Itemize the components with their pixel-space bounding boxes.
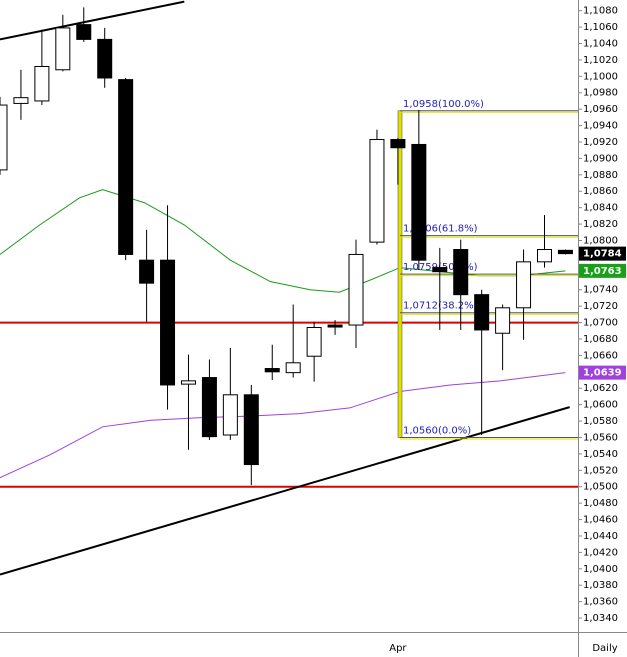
y-tick-label: 1,0400	[583, 564, 618, 575]
y-tick-label: 1,0520	[583, 465, 618, 476]
price-tag	[579, 365, 626, 380]
y-tick-label: 1,0940	[583, 121, 618, 132]
price-tag	[579, 263, 626, 278]
y-tick-label: 1,0420	[583, 547, 618, 558]
y-tick-label: 1,0980	[583, 88, 618, 99]
y-tick-label: 1,1000	[583, 71, 618, 82]
y-tick-label: 1,0460	[583, 515, 618, 526]
price-tag-label: 1,0763	[583, 266, 622, 277]
y-tick-label: 1,0920	[583, 137, 618, 148]
y-tick-label: 1,0480	[583, 498, 618, 509]
candle-body	[411, 143, 427, 261]
moving-average	[0, 372, 566, 479]
candle-body	[222, 394, 238, 436]
candle-body	[180, 380, 196, 385]
candle-body	[536, 249, 552, 263]
candle-body	[474, 294, 490, 331]
candle-body	[160, 259, 176, 386]
y-tick-label: 1,0820	[583, 219, 618, 230]
y-tick-label: 1,0500	[583, 482, 618, 493]
candle-body	[0, 104, 8, 171]
plot-area: 1,0958(100.0%)1,0806(61.8%)1,0759(50.0%)…	[0, 0, 578, 576]
candle-body	[285, 362, 301, 374]
y-tick-label: 1,0720	[583, 301, 618, 312]
candle-body	[118, 79, 134, 255]
y-tick-label: 1,0860	[583, 186, 618, 197]
candle-body	[327, 324, 343, 328]
price-tag-label: 1,0784	[583, 249, 622, 260]
candle-body	[76, 24, 92, 40]
trendline	[0, 406, 570, 576]
fib-label: 1,0560(0.0%)	[403, 425, 471, 436]
y-tick-label: 1,0740	[583, 285, 618, 296]
candle-body	[369, 139, 385, 243]
candle-body	[201, 377, 217, 438]
y-tick-label: 1,0560	[583, 432, 618, 443]
y-tick-label: 1,0620	[583, 383, 618, 394]
price-tag-label: 1,0639	[583, 368, 622, 379]
candle-body	[495, 307, 511, 334]
y-tick-label: 1,1040	[583, 39, 618, 50]
y-tick-label: 1,0880	[583, 170, 618, 181]
candle-body	[390, 139, 406, 149]
y-tick-label: 1,0840	[583, 203, 618, 214]
candle-body	[55, 27, 71, 71]
price-tag	[579, 246, 626, 261]
y-tick-label: 1,0660	[583, 350, 618, 361]
fib-label: 1,0712(38.2%)	[403, 301, 478, 312]
candle-body	[97, 38, 113, 79]
y-tick-label: 1,1060	[583, 22, 618, 33]
y-tick-label: 1,0360	[583, 597, 618, 608]
candle-body	[139, 259, 155, 284]
candle-body	[516, 261, 532, 309]
candle-body	[453, 249, 469, 296]
candle-body	[243, 394, 259, 466]
candle-body	[264, 368, 280, 373]
y-tick-label: 1,0960	[583, 104, 618, 115]
candle-body	[34, 65, 50, 102]
y-tick-label: 1,0580	[583, 416, 618, 427]
candle-body	[432, 267, 448, 273]
y-tick-label: 1,0600	[583, 400, 618, 411]
candle-body	[557, 249, 573, 255]
y-tick-label: 1,0540	[583, 449, 618, 460]
y-tick-label: 1,0340	[583, 613, 618, 624]
y-tick-label: 1,0700	[583, 318, 618, 329]
y-tick-label: 1,1080	[583, 6, 618, 17]
candle-body	[306, 326, 322, 357]
y-tick-label: 1,0380	[583, 580, 618, 591]
y-tick-label: 1,0800	[583, 235, 618, 246]
candle-body	[13, 97, 29, 104]
y-tick-label: 1,0900	[583, 153, 618, 164]
trendline	[0, 0, 185, 41]
period-label: Daily	[592, 643, 617, 654]
x-tick-label: Apr	[389, 643, 407, 654]
fib-label: 1,0806(61.8%)	[403, 224, 478, 235]
y-tick-label: 1,0680	[583, 334, 618, 345]
fib-label: 1,0958(100.0%)	[403, 99, 484, 110]
y-tick-label: 1,1020	[583, 55, 618, 66]
candle-body	[348, 253, 364, 326]
y-tick-label: 1,0440	[583, 531, 618, 542]
